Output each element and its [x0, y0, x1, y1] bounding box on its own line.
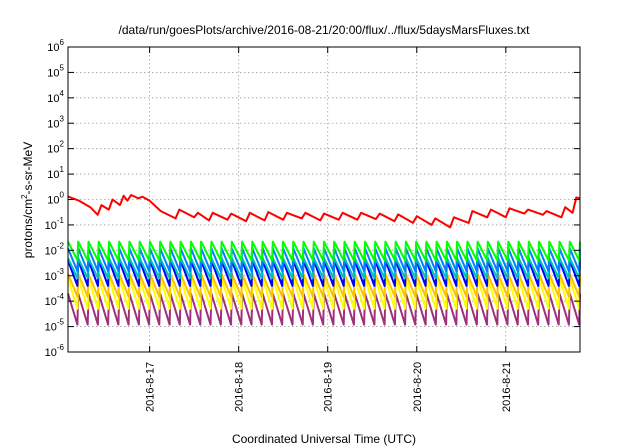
y-tick-label: 100 — [47, 191, 64, 207]
x-axis-label: Coordinated Universal Time (UTC) — [232, 432, 416, 446]
y-tick-label: 102 — [47, 140, 64, 156]
x-tick-label: 2016-8-21 — [501, 362, 513, 412]
y-tick-label: 10-6 — [45, 343, 65, 359]
series-line — [67, 240, 581, 262]
y-tick-label: 106 — [47, 38, 64, 54]
series-group — [67, 194, 581, 326]
x-tick-label: 2016-8-17 — [145, 362, 157, 412]
x-tick-label: 2016-8-19 — [323, 362, 335, 412]
y-tick-label: 10-1 — [45, 216, 65, 232]
y-tick-label: 104 — [47, 89, 64, 105]
y-tick-label: 101 — [47, 165, 64, 181]
y-tick-label: 10-4 — [45, 292, 65, 308]
y-tick-label: 103 — [47, 114, 64, 130]
y-axis-label: protons/cm2-s-sr-MeV — [20, 142, 35, 258]
series-line — [67, 194, 581, 229]
y-tick-label: 10-5 — [45, 318, 65, 334]
y-tick-label: 10-3 — [45, 267, 65, 283]
y-tick-label: 10-2 — [45, 241, 65, 257]
y-tick-label: 105 — [47, 63, 64, 79]
axis-ticks: 10-6 10-5 10-4 10-3 10-2 10-1 100 101 102 103 104 1… — [45, 38, 580, 412]
chart-title: /data/run/goesPlots/archive/2016-08-21/2… — [119, 23, 531, 37]
x-tick-label: 2016-8-20 — [412, 362, 424, 412]
x-tick-label: 2016-8-18 — [234, 362, 246, 412]
